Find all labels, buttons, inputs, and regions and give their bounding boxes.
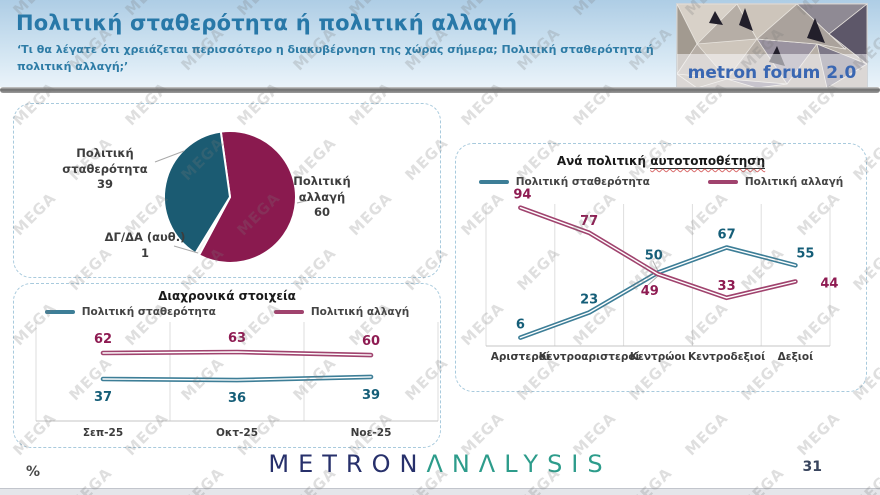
category-label: Κεντρώοι — [630, 351, 686, 363]
panel-pie: Πολιτική σταθερότητα 39 Πολιτική αλλαγή 60 ΔΓ/… — [13, 103, 441, 278]
data-label: 77 — [580, 214, 598, 229]
label-leader-line — [652, 260, 659, 272]
data-label: 37 — [94, 390, 112, 405]
legend-item: Πολιτική σταθερότητα — [44, 306, 216, 318]
data-label: 44 — [820, 277, 838, 292]
self-placement-title: Ανά πολιτική αυτοτοποθέτηση — [456, 154, 866, 169]
trend-title: Διαχρονικά στοιχεία — [158, 289, 296, 303]
legend-item: Πολιτική αλλαγή — [707, 176, 844, 188]
pie-slice — [163, 130, 231, 255]
pie-label: ΔΓ/ΔΑ (αυθ.) 1 — [104, 230, 186, 260]
page-title: Πολιτική σταθερότητα ή πολιτική αλλαγή — [16, 11, 518, 35]
metron-analysis-logo: METRONΛNΛLYSIS — [0, 450, 880, 478]
data-label: 60 — [362, 334, 380, 349]
self-placement-title-underlined: αυτοτοποθέτηση — [650, 154, 766, 168]
trend-chart-svg: 37 36 39 62 63 60 Σεπ-25 Οκτ-25 Νοε-25 — [35, 322, 439, 439]
category-label: Αριστεροί — [491, 351, 550, 363]
data-label: 36 — [228, 391, 246, 406]
legend-label: Πολιτική σταθερότητα — [515, 176, 650, 188]
data-label: 55 — [796, 246, 814, 261]
category-label: Δεξιοί — [778, 351, 814, 363]
category-label: Οκτ-25 — [216, 427, 258, 439]
category-label: Νοε-25 — [351, 427, 392, 439]
legend-swatch — [44, 310, 75, 314]
data-label: 94 — [513, 188, 531, 203]
series-line-core — [102, 351, 372, 356]
mosaic-logo-image: metron forum 2.0 — [675, 3, 868, 89]
category-label: Σεπ-25 — [83, 427, 123, 439]
category-label: Κεντροδεξιοί — [688, 351, 765, 363]
bottom-strip — [0, 488, 880, 495]
page-subtitle: ‘Τι θα λέγατε ότι χρειάζεται περισσότερο… — [17, 43, 654, 73]
legend-label: Πολιτική αλλαγή — [744, 176, 844, 188]
label-leader-line — [647, 274, 660, 286]
pie-label: Πολιτική αλλαγή 60 — [293, 174, 351, 220]
legend-swatch — [478, 180, 509, 184]
percent-label: % — [26, 464, 41, 480]
data-label: 6 — [516, 318, 525, 333]
pie-chart — [14, 104, 442, 283]
legend-label: Πολιτική σταθερότητα — [81, 306, 216, 318]
legend-label: Πολιτική αλλαγή — [310, 306, 410, 318]
legend-item: Πολιτική αλλαγή — [273, 306, 410, 318]
header-divider-bar — [0, 87, 880, 93]
logo-text: metron forum 2.0 — [688, 63, 857, 83]
trend-chart: 37 36 39 62 63 60 Σεπ-25 Οκτ-25 Νοε-25 — [14, 284, 442, 453]
series-line-core — [519, 207, 797, 299]
data-label: 49 — [641, 284, 659, 299]
header: Πολιτική σταθερότητα ή πολιτική αλλαγή ‘… — [0, 0, 880, 89]
panel-self-placement: Ανά πολιτική αυτοτοποθέτηση Πολιτική στα… — [455, 143, 867, 392]
category-label: Κεντροαριστεροί — [539, 351, 640, 363]
data-label: 63 — [228, 331, 246, 346]
pie-leader-line — [173, 245, 199, 254]
legend-swatch — [707, 180, 738, 184]
self-placement-title-plain: Ανά πολιτική — [556, 154, 651, 168]
data-label: 33 — [718, 279, 736, 294]
pie-leader-line — [154, 150, 185, 163]
data-label: 23 — [580, 293, 598, 308]
trend-legend: Πολιτική σταθερότητα Πολιτική αλλαγή — [14, 306, 440, 318]
data-label: 67 — [718, 228, 736, 243]
self-placement-chart: 6 23 50 67 55 94 77 49 33 44 Αριστεροί Κεντροαριστε… — [456, 144, 868, 397]
brand-metron: METRON — [268, 450, 427, 478]
series-line-core — [102, 376, 372, 381]
data-label: 62 — [94, 332, 112, 347]
legend-item: Πολιτική σταθερότητα — [478, 176, 650, 188]
self-placement-chart-svg: 6 23 50 67 55 94 77 49 33 44 ΑριστεροίΚεντροαριστε… — [485, 188, 838, 363]
legend-swatch — [273, 310, 304, 314]
metron-forum-logo: metron forum 2.0 — [675, 3, 868, 89]
data-label: 39 — [362, 388, 380, 403]
self-placement-legend: Πολιτική σταθερότητα Πολιτική αλλαγή — [456, 176, 866, 188]
brand-analysis: ΛNΛLYSIS — [426, 450, 612, 478]
panel-trend: Διαχρονικά στοιχεία Πολιτική σταθερότητα… — [13, 283, 441, 448]
data-label: 50 — [645, 249, 663, 264]
pie-svg — [154, 130, 311, 264]
page-number: 31 — [802, 459, 822, 475]
pie-leader-line — [296, 199, 311, 204]
pie-slice — [198, 130, 297, 264]
pie-label: Πολιτική σταθερότητα 39 — [62, 146, 148, 192]
